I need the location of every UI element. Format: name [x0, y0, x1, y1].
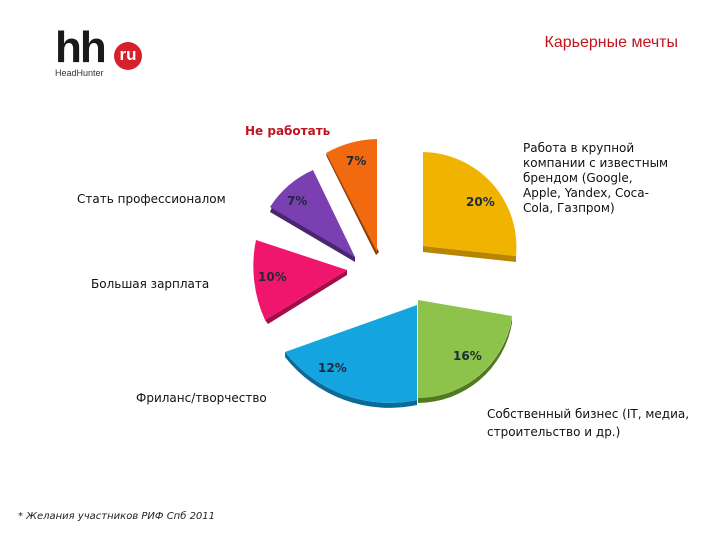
pct-label: 7%	[287, 194, 307, 208]
label-line: компании с известным	[523, 156, 669, 170]
slice-big-company: 20%	[423, 152, 517, 262]
logo-ru-badge: ru	[114, 42, 142, 70]
label-high-salary: Большая зарплата	[91, 277, 210, 291]
slice-freelance: 12%	[285, 305, 417, 408]
headhunter-logo: hh ru HeadHunter	[55, 26, 145, 80]
label-line: брендом (Google,	[523, 171, 633, 185]
logo-subtitle: HeadHunter	[55, 68, 104, 78]
label-big-company: Работа в крупной компании с известным бр…	[523, 141, 668, 216]
label-line: Собственный бизнес (IT, медиа,	[487, 407, 690, 421]
pct-label: 7%	[346, 154, 366, 168]
label-line: Cola, Газпром)	[523, 201, 615, 215]
pct-label: 16%	[453, 349, 482, 363]
label-own-business: Собственный бизнес (IT, медиа, строитель…	[487, 405, 689, 441]
label-freelance: Фриланс/творчество	[136, 391, 267, 405]
slice-not-work: 7%	[326, 139, 379, 255]
slice-become-professional: 7%	[270, 170, 355, 262]
slide-title: Карьерные мечты	[544, 34, 678, 51]
label-line: Работа в крупной	[523, 141, 635, 155]
pct-label: 10%	[258, 270, 287, 284]
label-not-work: Не работать	[245, 124, 331, 138]
label-line: строительство и др.)	[487, 425, 621, 439]
logo-hh-text: hh	[55, 23, 107, 72]
slice-own-business: 16%	[418, 300, 512, 403]
footnote: * Желания участников РИФ Спб 2011	[18, 511, 216, 522]
pct-label: 12%	[318, 361, 347, 375]
pct-label: 20%	[466, 195, 495, 209]
label-line: Apple, Yandex, Coca-	[523, 186, 649, 200]
slice-high-salary: 10%	[253, 240, 347, 324]
label-become-professional: Стать профессионалом	[77, 192, 226, 206]
